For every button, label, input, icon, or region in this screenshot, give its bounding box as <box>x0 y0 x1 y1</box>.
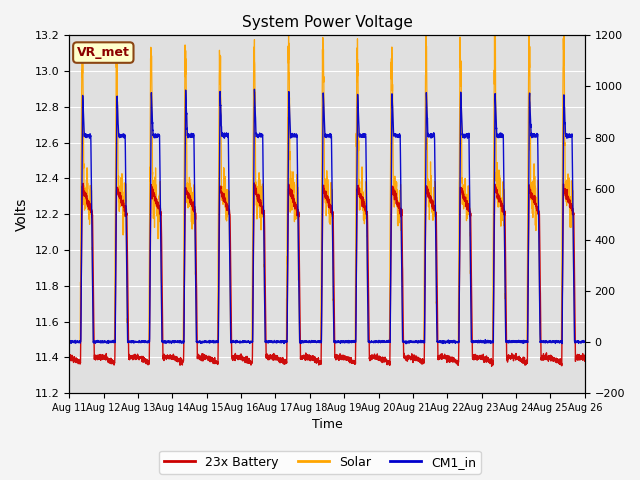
Legend: 23x Battery, Solar, CM1_in: 23x Battery, Solar, CM1_in <box>159 451 481 474</box>
Title: System Power Voltage: System Power Voltage <box>241 15 412 30</box>
Y-axis label: Volts: Volts <box>15 198 29 231</box>
X-axis label: Time: Time <box>312 419 342 432</box>
Text: VR_met: VR_met <box>77 46 130 59</box>
